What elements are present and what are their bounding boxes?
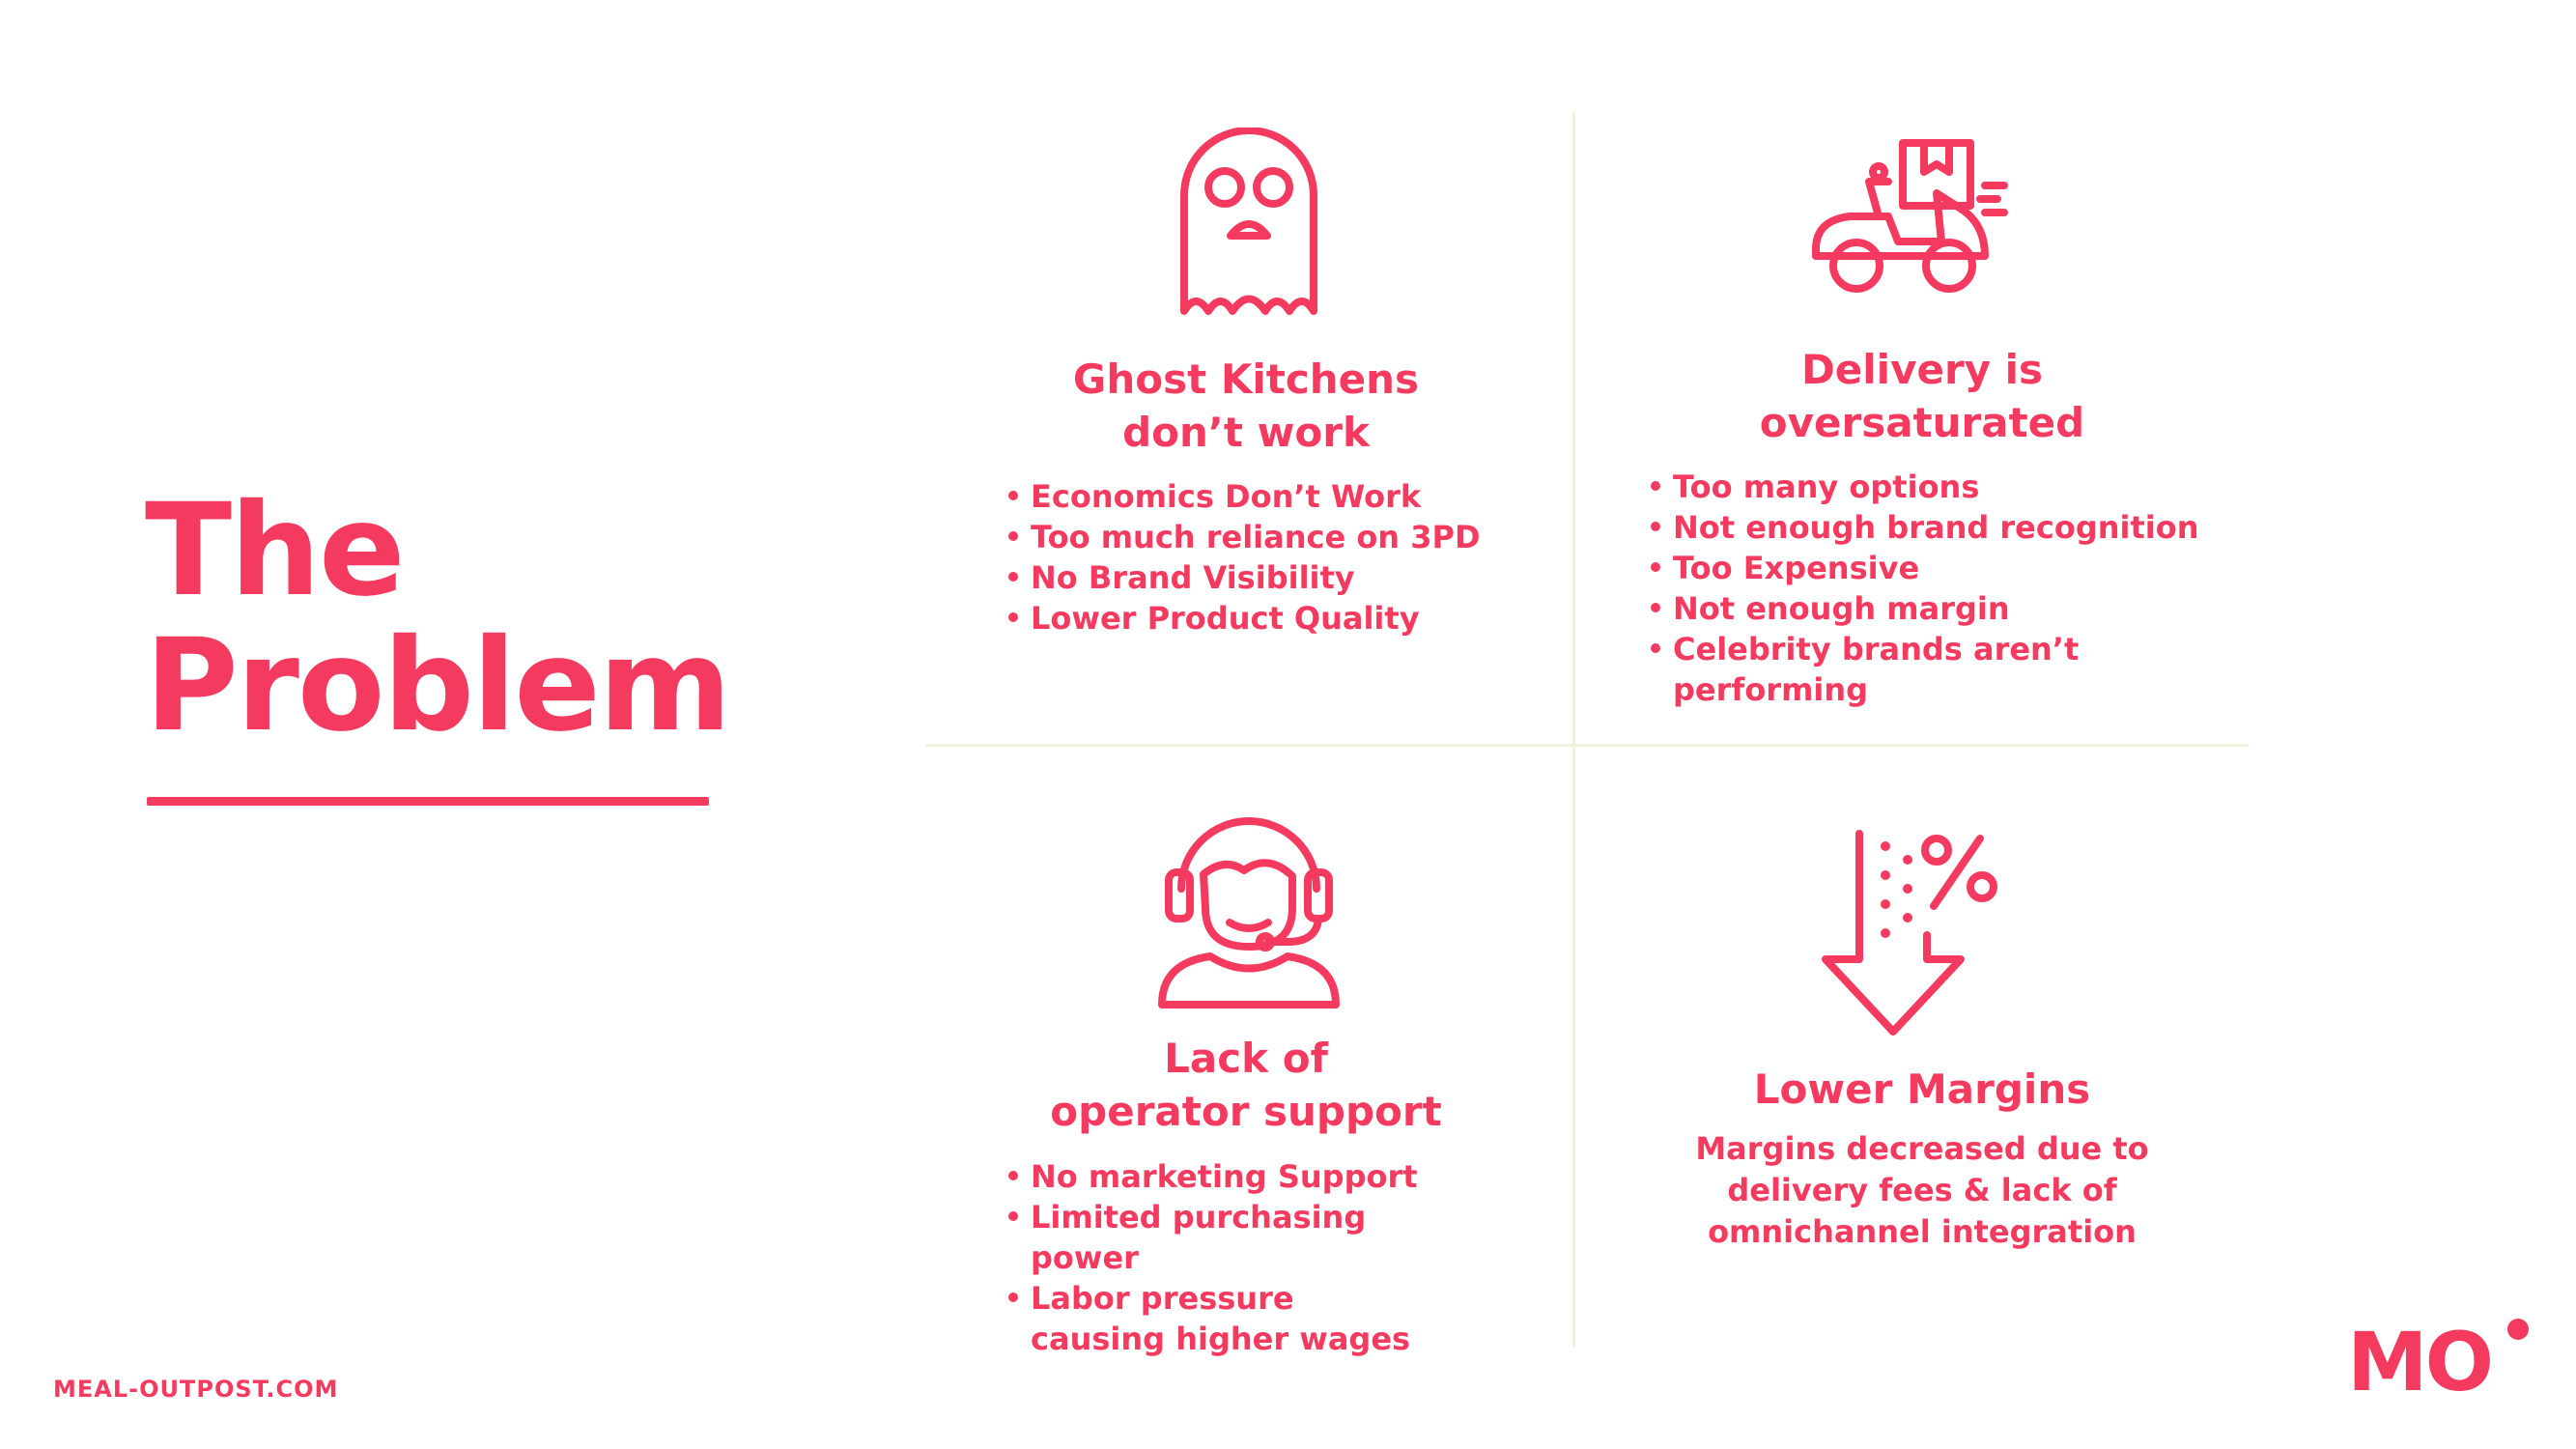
delivery-heading: Delivery is oversaturated — [1759, 346, 2085, 446]
list-item: Not enough margin — [1647, 588, 2265, 629]
delivery-list: Too many options Not enough brand recogn… — [1647, 467, 2265, 710]
list-item: Not enough brand recognition — [1647, 507, 2265, 548]
ghost-kitchens-list: Economics Don’t Work Too much reliance o… — [1005, 476, 1545, 639]
title-underline — [147, 797, 709, 806]
list-item: Too much reliance on 3PD — [1005, 517, 1545, 557]
title-line-1: The — [145, 476, 406, 625]
list-item: No marketing Support — [1005, 1156, 1430, 1197]
list-item: Labor pressure causing higher wages — [1005, 1278, 1430, 1359]
operator-support-heading: Lack of operator support — [1050, 1035, 1442, 1135]
vertical-divider — [1572, 111, 1575, 1348]
list-item: Celebrity brands aren’t performing — [1647, 629, 2265, 710]
delivery-scooter-icon — [1806, 135, 2019, 304]
list-item: No Brand Visibility — [1005, 557, 1545, 598]
title-line-2: Problem — [145, 611, 731, 760]
list-item: Economics Don’t Work — [1005, 476, 1545, 517]
list-item: Limited purchasing power — [1005, 1197, 1430, 1278]
ghost-icon — [1176, 128, 1321, 326]
operator-support-list: No marketing Support Limited purchasing … — [1005, 1156, 1430, 1359]
lower-margins-heading: Lower Margins — [1753, 1065, 2091, 1113]
footer-website: MEAL-OUTPOST.COM — [53, 1376, 339, 1403]
horizontal-divider — [925, 744, 2249, 747]
slide-title: The Problem — [145, 476, 731, 760]
ghost-kitchens-heading: Ghost Kitchens don’t work — [1072, 355, 1420, 456]
logo-dot — [2507, 1319, 2529, 1340]
lower-margins-text: Margins decreased due to delivery fees &… — [1695, 1130, 2149, 1250]
percent-down-arrow-icon — [1816, 829, 2009, 1041]
list-item: Too many options — [1647, 467, 2265, 507]
list-item: Too Expensive — [1647, 548, 2265, 588]
headset-operator-icon — [1147, 807, 1350, 1009]
list-item: Lower Product Quality — [1005, 598, 1545, 639]
logo-text: MO — [2347, 1315, 2494, 1409]
brand-logo: MO — [2347, 1319, 2529, 1403]
